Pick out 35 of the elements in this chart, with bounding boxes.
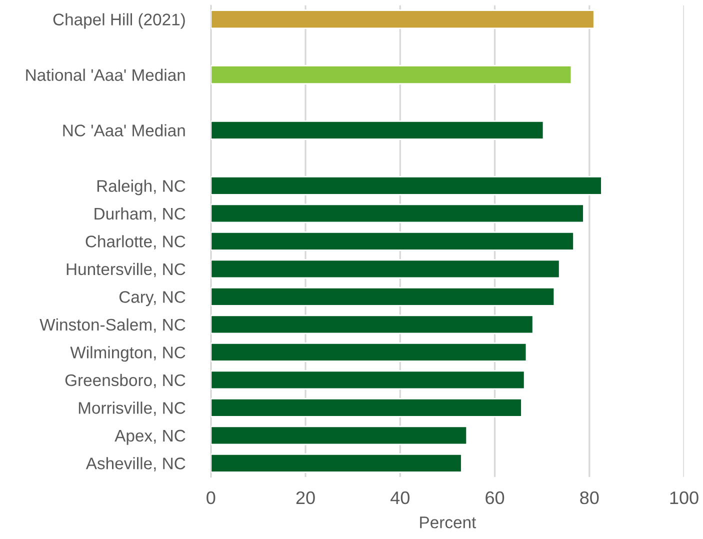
bar — [210, 426, 468, 446]
bar — [210, 176, 602, 196]
y-tick-label: Greensboro, NC — [65, 374, 186, 388]
x-tick-label: 40 — [390, 491, 410, 504]
y-tick-label: Winston-Salem, NC — [40, 318, 186, 333]
y-tick-label: Charlotte, NC — [86, 235, 186, 250]
y-tick-label: Morrisville, NC — [78, 402, 186, 416]
x-tick-label: 0 — [206, 491, 216, 504]
x-axis-title: Percent — [420, 516, 476, 528]
bar — [210, 398, 522, 418]
y-tick-label: National 'Aaa' Median — [26, 68, 185, 81]
y-tick-label: Wilmington, NC — [70, 346, 186, 362]
bar — [210, 65, 572, 84]
x-tick-label: 100 — [670, 491, 698, 504]
x-tick-label: 60 — [486, 491, 504, 504]
bar — [210, 342, 528, 362]
x-tick-label: 20 — [296, 491, 315, 504]
bar — [210, 10, 595, 29]
x-tick-label: 80 — [580, 491, 599, 504]
bar — [210, 259, 560, 279]
bar — [210, 314, 534, 334]
y-tick-label: Raleigh, NC — [97, 180, 186, 196]
bar — [210, 204, 584, 224]
bar — [210, 370, 526, 390]
y-tick-label: Asheville, NC — [86, 457, 186, 472]
bar — [210, 286, 556, 306]
y-tick-label: Cary, NC — [119, 291, 186, 306]
y-tick-label: Apex, NC — [114, 430, 186, 445]
y-tick-label: Huntersville, NC — [66, 262, 186, 278]
bar — [210, 231, 574, 251]
bar — [210, 120, 544, 140]
y-tick-label: Chapel Hill (2021) — [53, 13, 185, 29]
bar — [210, 453, 462, 473]
y-tick-label: Durham, NC — [94, 207, 186, 222]
y-tick-label: NC 'Aaa' Median — [63, 124, 185, 136]
